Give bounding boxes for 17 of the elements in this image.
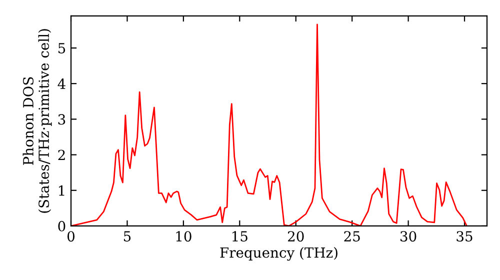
y-tick-label: 3 <box>58 114 66 125</box>
x-axis-title: Frequency (THz) <box>220 247 338 261</box>
x-tick-label: 10 <box>176 231 192 242</box>
x-tick-label: 25 <box>344 231 360 242</box>
y-axis-title: Phonon DOS (States/THz·primitive cell) <box>22 29 52 213</box>
x-tick-label: 20 <box>288 231 304 242</box>
y-tick-label: 0 <box>58 220 66 232</box>
line-series <box>71 24 468 226</box>
x-tick-label: 30 <box>400 231 416 242</box>
x-tick-label: 15 <box>232 231 248 242</box>
x-tick-label: 5 <box>124 231 131 242</box>
y-tick-label: 4 <box>58 78 66 89</box>
x-tick-label: 0 <box>67 231 74 242</box>
x-tick-label: 35 <box>456 231 472 242</box>
y-tick-label: 5 <box>58 43 66 54</box>
y-tick-label: 2 <box>58 150 65 160</box>
y-tick-label: 1 <box>58 185 64 196</box>
